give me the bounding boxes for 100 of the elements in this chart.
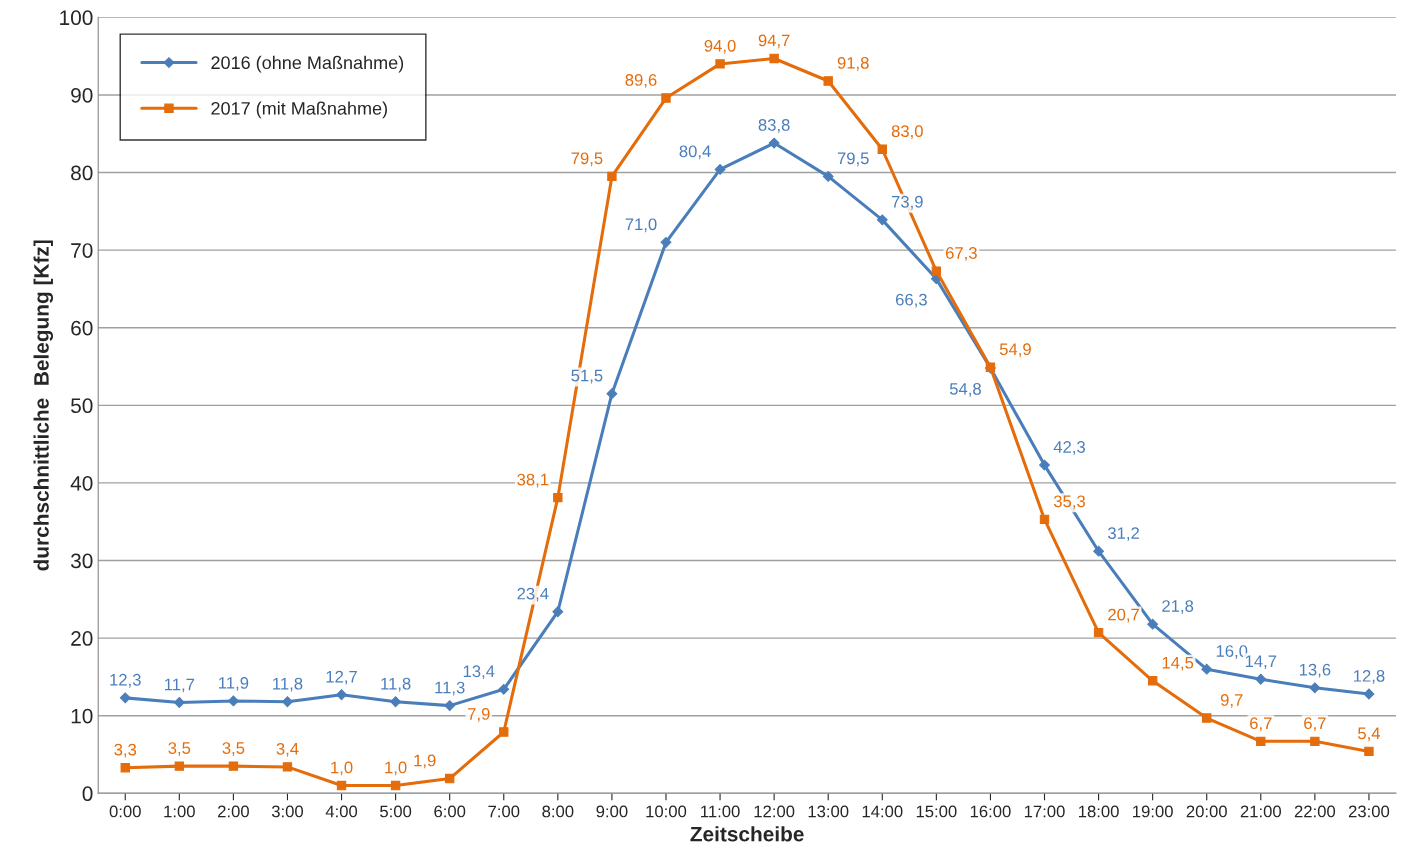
point [336, 689, 347, 701]
x-axis-title: Zeitscheibe [690, 826, 804, 842]
point [1093, 627, 1104, 638]
data-label: 13,6 [1299, 663, 1331, 678]
x-tick-label: 17:00 [1024, 805, 1065, 818]
x-tick-label: 0:00 [109, 805, 141, 818]
data-label: 3,5 [168, 742, 191, 756]
x-tick-label: 10:00 [646, 805, 687, 818]
point [714, 164, 726, 175]
point [931, 266, 942, 276]
point [228, 761, 239, 771]
x-tick-label: 15:00 [916, 805, 957, 818]
data-label: 83,8 [758, 119, 790, 133]
point [120, 763, 130, 773]
point [552, 606, 564, 618]
point [822, 170, 834, 182]
point [607, 171, 617, 182]
data-label: 9,7 [1220, 694, 1243, 708]
data-label: 38,1 [517, 473, 549, 488]
data-label: 14,7 [1245, 655, 1277, 670]
y-tick-label: 40 [70, 475, 93, 491]
x-tick-label: 23:00 [1348, 805, 1390, 818]
data-label: 73,9 [891, 195, 923, 210]
data-label: 3,3 [114, 743, 137, 758]
y-tick-label: 90 [71, 87, 93, 103]
data-label: 66,3 [895, 293, 927, 308]
data-label: 35,3 [1053, 495, 1085, 510]
data-label: 1,0 [331, 761, 353, 776]
x-tick-label: 11:00 [701, 805, 740, 818]
data-label: 16,0 [1216, 645, 1248, 659]
data-label: 20,7 [1108, 608, 1139, 623]
point [715, 59, 725, 69]
data-label: 71,0 [625, 218, 657, 233]
point [553, 492, 563, 503]
point [119, 692, 131, 704]
data-label: 6,7 [1250, 717, 1272, 732]
point [282, 762, 293, 772]
point [445, 773, 455, 784]
data-label: 79,5 [571, 152, 603, 167]
point [1309, 682, 1321, 694]
point [1201, 663, 1213, 675]
point [823, 76, 833, 86]
point [282, 696, 293, 708]
point [769, 53, 779, 64]
data-label: 51,5 [571, 369, 603, 384]
x-tick-label: 8:00 [542, 805, 574, 818]
x-tick-label: 22:00 [1294, 805, 1336, 818]
data-label: 11,7 [164, 678, 195, 693]
point [1147, 618, 1159, 630]
data-label: 94,0 [704, 39, 736, 54]
data-label: 11,8 [273, 677, 303, 692]
data-label: 42,3 [1053, 441, 1085, 455]
point [1256, 736, 1266, 746]
data-label: 3,4 [276, 742, 299, 757]
x-tick-label: 16:00 [970, 805, 1011, 818]
x-tick-label: 6:00 [434, 805, 466, 818]
x-tick-label: 14:00 [862, 805, 903, 818]
point [390, 696, 402, 708]
data-label: 94,7 [758, 34, 790, 49]
point [661, 93, 671, 103]
data-label: 83,0 [891, 125, 923, 140]
point [1310, 736, 1320, 746]
data-label: 11,3 [435, 681, 465, 696]
x-tick-label: 19:00 [1133, 805, 1173, 818]
x-tick-label: 5:00 [380, 805, 412, 818]
data-label: 91,8 [837, 56, 869, 71]
x-tick-label: 12:00 [754, 805, 795, 818]
x-tick-label: 20:00 [1186, 805, 1227, 818]
y-tick-label: 100 [60, 10, 93, 26]
point [174, 761, 185, 771]
data-label: 89,6 [625, 74, 657, 88]
data-label: 54,8 [949, 382, 981, 397]
point [876, 214, 888, 226]
data-label: 12,3 [110, 673, 141, 688]
point [1202, 713, 1212, 723]
x-tick-label: 7:00 [488, 805, 520, 818]
data-label: 80,4 [679, 145, 711, 160]
x-tick-label: 9:00 [596, 805, 628, 818]
data-label: 13,4 [463, 665, 495, 680]
y-axis-title: durchschnittliche Belegung [Kfz] [33, 240, 54, 571]
y-tick-label: 0 [82, 786, 93, 802]
point [499, 727, 509, 737]
point [1363, 688, 1375, 700]
y-tick-label: 20 [71, 631, 93, 646]
data-label: 6,7 [1304, 717, 1326, 732]
data-label: 5,4 [1358, 727, 1381, 742]
y-tick-label: 10 [71, 708, 93, 724]
x-tick-label: 1:00 [164, 805, 195, 818]
data-label: 23,4 [517, 587, 549, 602]
point [1093, 545, 1105, 557]
point [498, 683, 510, 695]
point [1039, 459, 1050, 471]
legend-label: 2016 (ohne Maßnahme) [211, 55, 404, 73]
data-label: 1,0 [385, 761, 407, 776]
point [1147, 676, 1158, 686]
data-label: 79,5 [837, 152, 869, 167]
data-label: 31,2 [1108, 527, 1139, 541]
point [606, 388, 618, 400]
y-tick-label: 60 [71, 320, 93, 336]
y-tick-label: 80 [71, 165, 93, 181]
